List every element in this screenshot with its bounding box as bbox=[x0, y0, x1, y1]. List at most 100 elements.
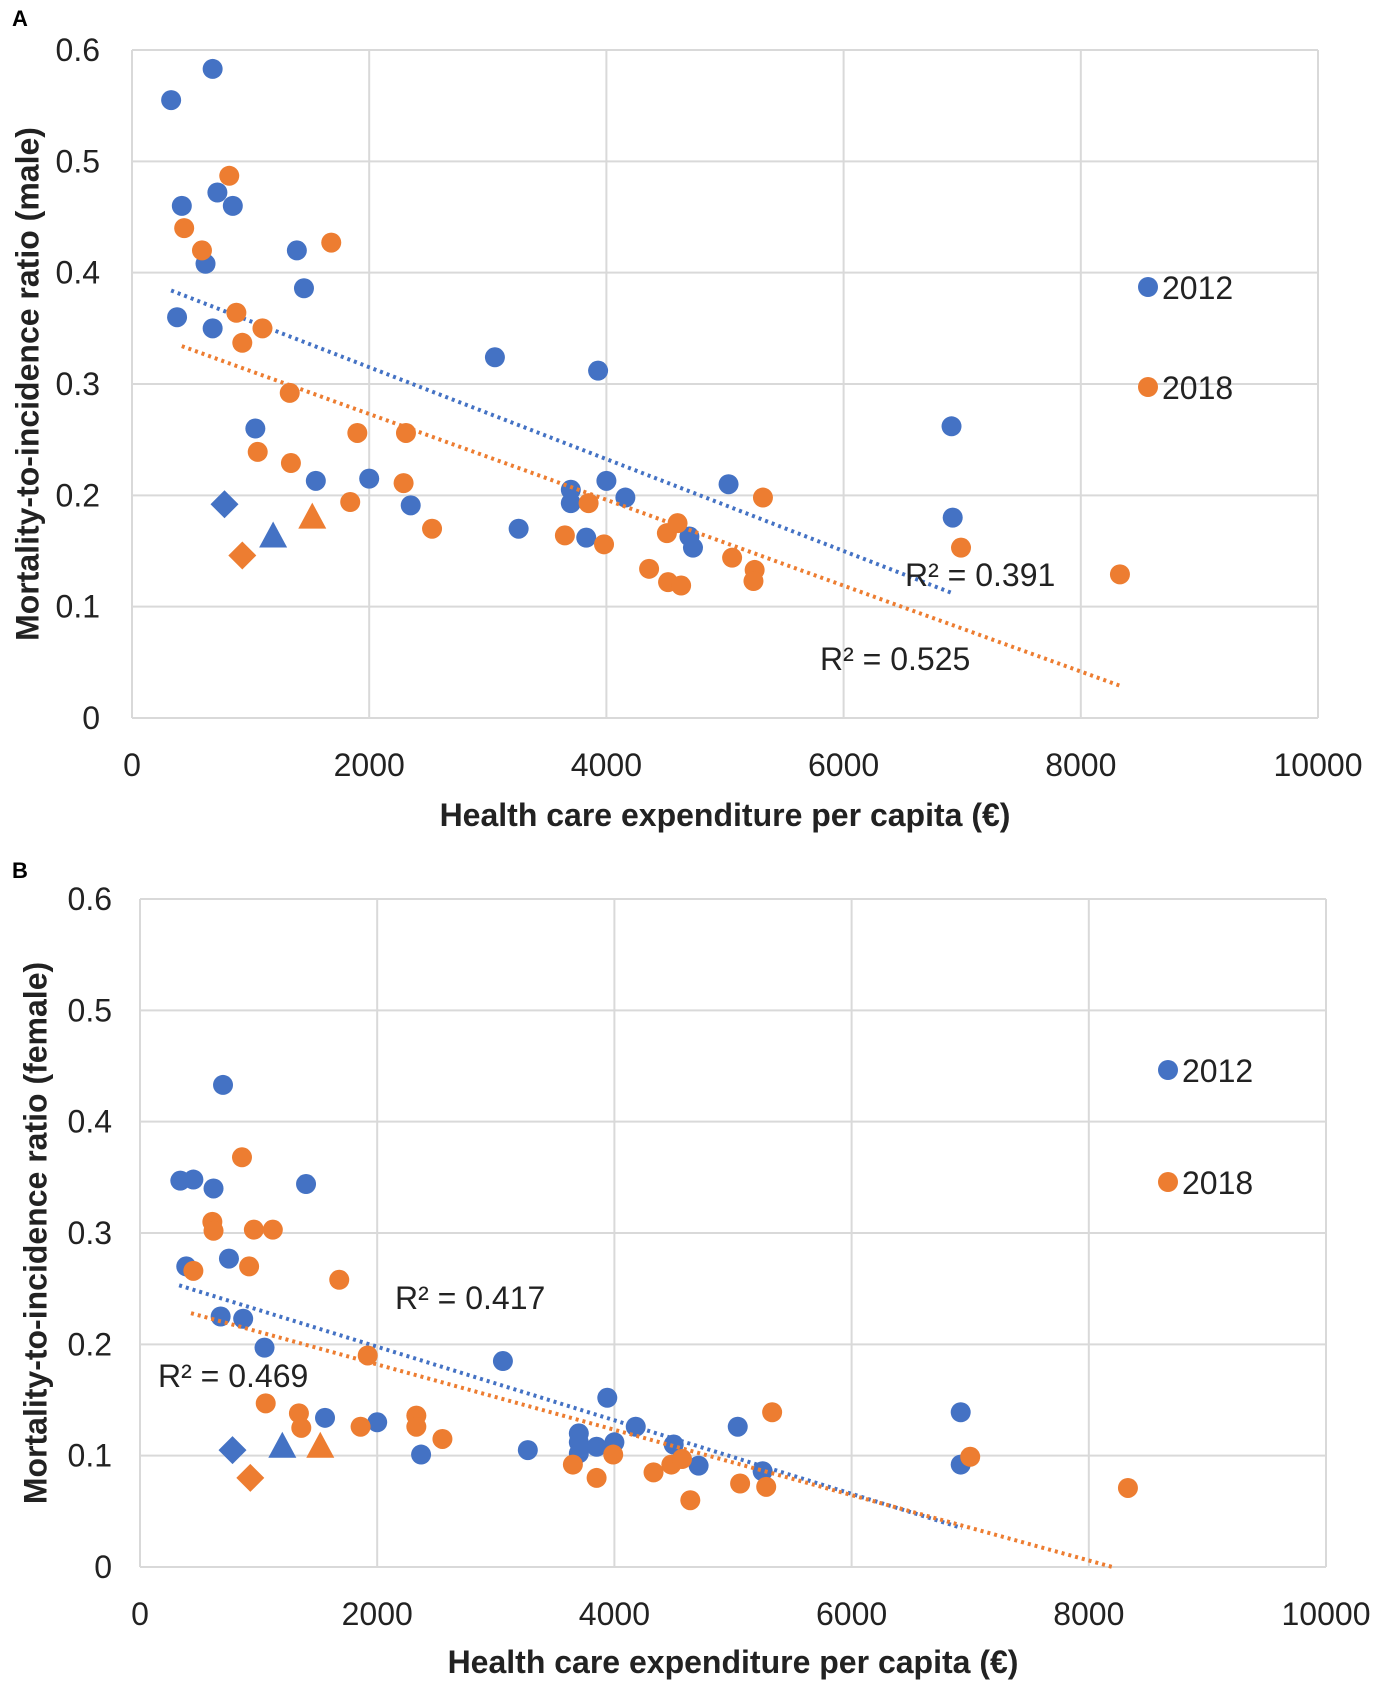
data-point-2018 bbox=[232, 332, 253, 353]
y-tick-label: 0 bbox=[94, 1549, 112, 1585]
legend-marker-2018 bbox=[1158, 1172, 1178, 1192]
y-tick-label: 0.1 bbox=[56, 589, 100, 625]
data-point-2018 bbox=[406, 1416, 427, 1437]
x-tick-label: 8000 bbox=[1045, 747, 1116, 783]
r2-label-2012: R² = 0.417 bbox=[395, 1280, 545, 1316]
data-point-2018 bbox=[562, 1454, 583, 1475]
data-point-2018 bbox=[321, 232, 342, 253]
series-2018: R² = 0.469 bbox=[158, 1147, 1138, 1569]
data-point-2012 bbox=[492, 1351, 513, 1372]
y-tick-label: 0.6 bbox=[56, 32, 100, 68]
data-point-2018 bbox=[643, 1462, 664, 1483]
data-point-2018 bbox=[203, 1220, 224, 1241]
data-point-2018 bbox=[680, 1490, 701, 1511]
data-point-2018 bbox=[762, 1402, 783, 1423]
data-point-2012 bbox=[222, 195, 243, 216]
legend-label-2018: 2018 bbox=[1182, 1165, 1253, 1201]
data-point-2012 bbox=[597, 1387, 618, 1408]
data-point-2018 bbox=[279, 382, 300, 403]
data-point-2018 bbox=[219, 165, 240, 186]
data-point-2012 bbox=[367, 1412, 388, 1433]
data-point-2018 bbox=[951, 537, 972, 558]
x-tick-label: 8000 bbox=[1053, 1596, 1124, 1632]
series-2018: R² = 0.525 bbox=[174, 165, 1130, 688]
data-point-2018 bbox=[722, 547, 743, 568]
triangle-marker-2012 bbox=[259, 521, 288, 548]
data-point-2012 bbox=[688, 1455, 709, 1476]
data-point-2012 bbox=[305, 470, 326, 491]
data-point-2018 bbox=[183, 1260, 204, 1281]
y-tick-label: 0.2 bbox=[56, 477, 100, 513]
data-point-2018 bbox=[432, 1428, 453, 1449]
data-point-2012 bbox=[941, 416, 962, 437]
data-point-2018 bbox=[243, 1219, 264, 1240]
data-point-2018 bbox=[255, 1393, 276, 1414]
data-point-2012 bbox=[218, 1248, 239, 1269]
data-point-2012 bbox=[359, 468, 380, 489]
legend-marker-2018 bbox=[1138, 377, 1158, 397]
legend-label-2012: 2012 bbox=[1162, 270, 1233, 306]
panel-label: B bbox=[12, 858, 28, 883]
data-point-2018 bbox=[1117, 1477, 1138, 1498]
data-point-2018 bbox=[357, 1345, 378, 1366]
y-tick-label: 0.6 bbox=[68, 881, 112, 917]
data-point-2012 bbox=[171, 195, 192, 216]
r2-label-2012: R² = 0.391 bbox=[905, 557, 1055, 593]
data-point-2012 bbox=[586, 1436, 607, 1457]
x-tick-label: 6000 bbox=[816, 1596, 887, 1632]
x-tick-label: 10000 bbox=[1274, 747, 1363, 783]
data-point-2018 bbox=[174, 218, 195, 239]
data-point-2012 bbox=[576, 527, 597, 548]
data-point-2018 bbox=[191, 240, 212, 261]
data-point-2012 bbox=[517, 1440, 538, 1461]
x-tick-label: 0 bbox=[123, 747, 141, 783]
data-point-2018 bbox=[672, 1449, 693, 1470]
y-tick-label: 0.5 bbox=[68, 992, 112, 1028]
triangle-marker-2018 bbox=[298, 502, 327, 529]
diamond-marker-2012 bbox=[210, 490, 239, 519]
chart-panel-a: A 0 0.1 0.2 0.3 0.4 0.5 0.6 0 2000 4000 6000 8000 100… bbox=[9, 6, 1362, 833]
data-point-2012 bbox=[752, 1461, 773, 1482]
data-point-2018 bbox=[960, 1446, 981, 1467]
data-point-2012 bbox=[596, 470, 617, 491]
y-tick-label: 0.4 bbox=[56, 255, 100, 291]
legend-marker-2012 bbox=[1138, 277, 1158, 297]
data-point-2018 bbox=[393, 473, 414, 494]
diamond-marker-2018 bbox=[236, 1463, 265, 1492]
triangle-marker-2018 bbox=[306, 1431, 335, 1458]
y-tick-label: 0.5 bbox=[56, 143, 100, 179]
panel-label: A bbox=[12, 6, 28, 31]
data-point-2018 bbox=[280, 453, 301, 474]
data-point-2018 bbox=[639, 558, 660, 579]
trendline-2012 bbox=[170, 288, 954, 596]
data-point-2018 bbox=[262, 1219, 283, 1240]
y-tick-label: 0.2 bbox=[68, 1326, 112, 1362]
data-point-2012 bbox=[615, 487, 636, 508]
data-point-2012 bbox=[400, 495, 421, 516]
trendline-2018 bbox=[190, 1311, 1114, 1569]
data-point-2018 bbox=[395, 422, 416, 443]
y-tick-label: 0.1 bbox=[68, 1438, 112, 1474]
y-tick-label: 0.4 bbox=[68, 1104, 112, 1140]
data-point-2018 bbox=[554, 525, 575, 546]
data-point-2018 bbox=[671, 575, 692, 596]
y-axis-title: Mortality-to-incidence ratio (male) bbox=[9, 127, 45, 641]
r2-label-2018: R² = 0.469 bbox=[158, 1358, 308, 1394]
data-point-2012 bbox=[950, 1402, 971, 1423]
data-point-2018 bbox=[586, 1467, 607, 1488]
data-point-2018 bbox=[350, 1416, 371, 1437]
data-point-2012 bbox=[682, 537, 703, 558]
data-point-2018 bbox=[340, 492, 361, 513]
data-point-2012 bbox=[315, 1407, 336, 1428]
data-point-2018 bbox=[578, 493, 599, 514]
x-tick-label: 4000 bbox=[579, 1596, 650, 1632]
data-point-2018 bbox=[247, 441, 268, 462]
data-point-2018 bbox=[603, 1444, 624, 1465]
r2-label-2018: R² = 0.525 bbox=[820, 641, 970, 677]
x-tick-label: 6000 bbox=[808, 747, 879, 783]
x-tick-label: 0 bbox=[131, 1596, 149, 1632]
data-point-2018 bbox=[422, 518, 443, 539]
x-tick-label: 2000 bbox=[342, 1596, 413, 1632]
data-point-2012 bbox=[203, 1178, 224, 1199]
data-point-2012 bbox=[727, 1416, 748, 1437]
